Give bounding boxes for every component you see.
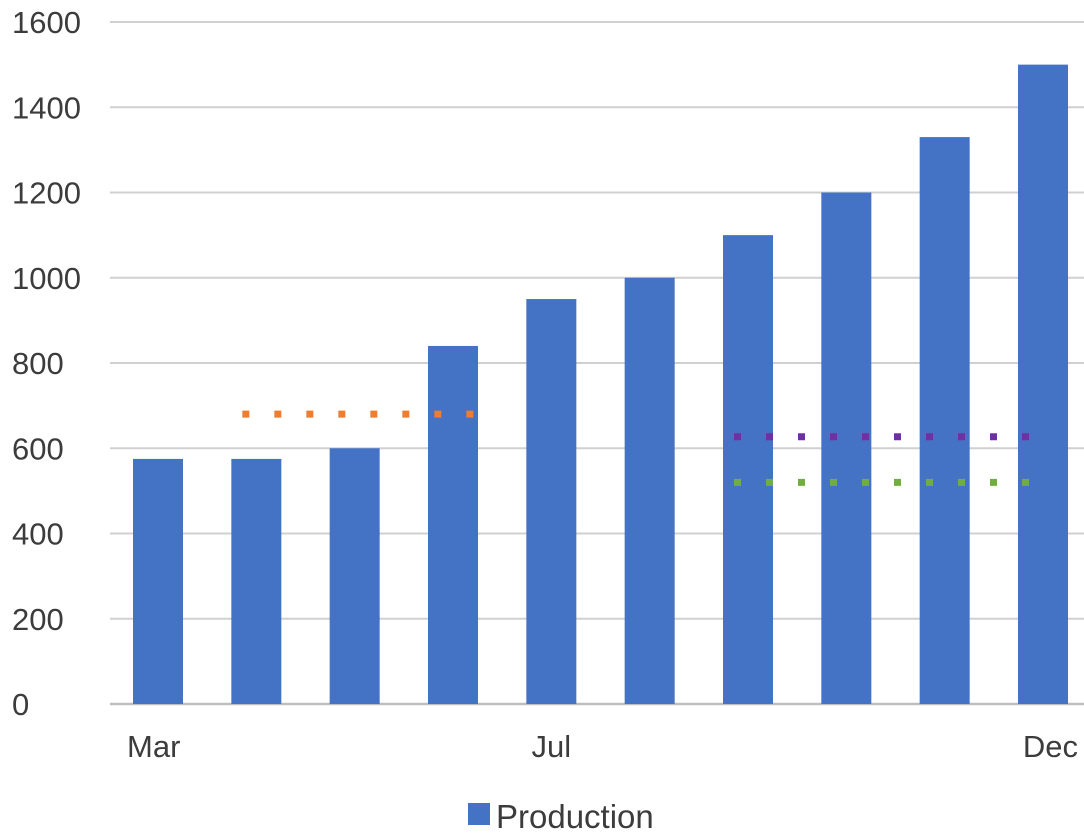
legend-swatch-production bbox=[468, 803, 490, 825]
bar-oct bbox=[821, 192, 872, 704]
y-tick-label: 0 bbox=[12, 687, 29, 722]
bar-dec bbox=[1018, 64, 1068, 704]
y-tick-label: 800 bbox=[12, 346, 64, 381]
bar-may bbox=[329, 448, 380, 704]
y-tick-label: 1000 bbox=[12, 261, 81, 296]
bar-jun bbox=[428, 345, 478, 704]
y-tick-label: 1600 bbox=[12, 5, 81, 40]
bars bbox=[133, 64, 1068, 704]
legend-label-production: Production bbox=[496, 798, 654, 834]
y-tick-label: 1400 bbox=[12, 90, 81, 125]
x-tick-label-jul: Jul bbox=[532, 729, 572, 764]
bar-aug bbox=[624, 277, 675, 704]
y-tick-label: 400 bbox=[12, 517, 64, 552]
y-tick-label: 1200 bbox=[12, 176, 81, 211]
y-axis: 0 200 400 600 800 1000 1200 1400 1600 bbox=[12, 5, 81, 722]
bar-sep bbox=[723, 235, 773, 704]
bar-nov bbox=[919, 137, 970, 704]
y-tick-label: 600 bbox=[12, 431, 64, 466]
x-tick-label-dec: Dec bbox=[1023, 729, 1078, 764]
legend: Production bbox=[468, 798, 654, 834]
reference-lines bbox=[242, 410, 1035, 486]
x-axis: Mar Jul Dec bbox=[127, 729, 1078, 764]
bar-mar bbox=[133, 458, 183, 704]
y-tick-label: 200 bbox=[12, 602, 64, 637]
bar-apr bbox=[231, 458, 282, 704]
x-tick-label-mar: Mar bbox=[127, 729, 180, 764]
bar-jul bbox=[526, 299, 577, 704]
